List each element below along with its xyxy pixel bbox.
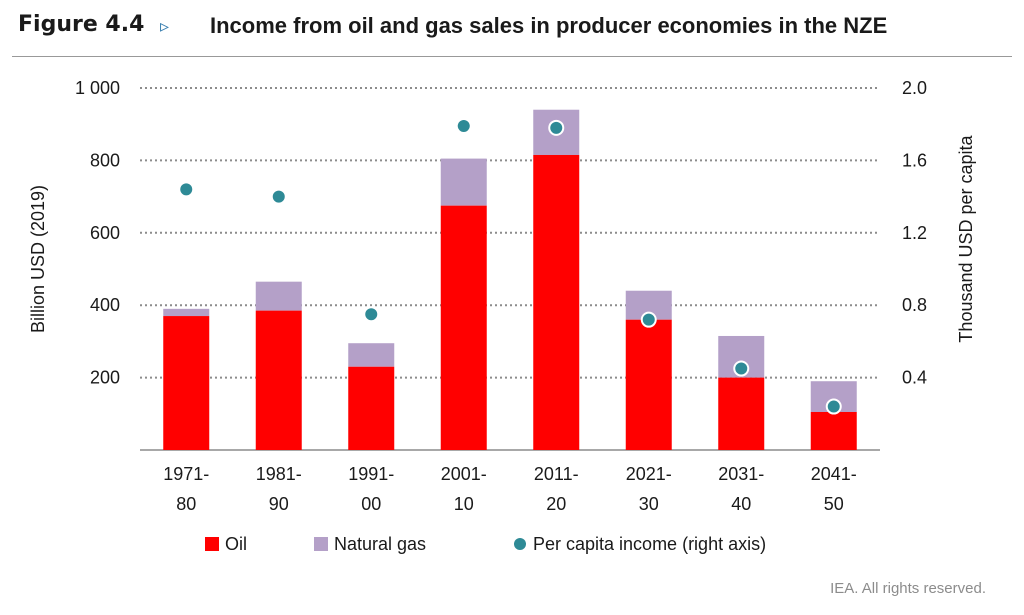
x-tick-label: 1971- — [163, 464, 209, 484]
figure-arrow-icon: ▹ — [160, 16, 170, 36]
per-capita-point — [178, 181, 195, 198]
legend-swatch-natural-gas — [314, 537, 328, 551]
x-tick-label: 2021- — [626, 464, 672, 484]
y2-tick-label: 0.4 — [902, 368, 927, 388]
bar-oil — [533, 154, 580, 450]
legend-swatch-per-capita — [514, 538, 526, 550]
x-tick-label: 1981- — [256, 464, 302, 484]
bar-oil — [718, 377, 765, 450]
figure-title: Income from oil and gas sales in produce… — [210, 13, 888, 38]
chart: 200 400 600 800 1 000 0.4 0.8 1.2 1.6 2.0 1971- 80 1… — [28, 78, 976, 554]
x-tick-label: 90 — [269, 494, 289, 514]
x-tick-label: 20 — [546, 494, 566, 514]
y-tick-label: 200 — [90, 368, 120, 388]
x-tick-label: 2041- — [811, 464, 857, 484]
bar-oil — [163, 316, 210, 450]
legend-swatch-oil — [205, 537, 219, 551]
x-tick-label: 40 — [731, 494, 751, 514]
bar-natural-gas — [163, 308, 210, 317]
x-tick-label: 2031- — [718, 464, 764, 484]
x-tick-label: 50 — [824, 494, 844, 514]
y2-tick-label: 2.0 — [902, 78, 927, 98]
y2-tick-label: 1.2 — [902, 223, 927, 243]
x-tick-label: 80 — [176, 494, 196, 514]
per-capita-point — [363, 306, 380, 323]
x-tick-label: 00 — [361, 494, 381, 514]
bar-oil — [255, 310, 302, 450]
per-capita-point — [640, 311, 657, 328]
per-capita-point — [270, 188, 287, 205]
bar-oil — [625, 319, 672, 450]
legend-label-oil: Oil — [225, 534, 247, 554]
bar-oil — [348, 366, 395, 450]
figure-header: Figure 4.4 ▹ Income from oil and gas sal… — [12, 6, 1012, 50]
per-capita-point — [455, 118, 472, 135]
y-tick-label: 400 — [90, 295, 120, 315]
bar-oil — [440, 205, 487, 450]
figure-label: Figure 4.4 — [18, 12, 145, 37]
y-tick-label: 800 — [90, 150, 120, 170]
bar-oil — [810, 411, 857, 450]
header-divider — [12, 56, 1012, 57]
bar-natural-gas — [348, 343, 395, 367]
y2-tick-label: 1.6 — [902, 150, 927, 170]
y2-axis-title: Thousand USD per capita — [956, 134, 976, 342]
legend-label-natural-gas: Natural gas — [334, 534, 426, 554]
x-tick-label: 2001- — [441, 464, 487, 484]
per-capita-point — [548, 119, 565, 136]
y2-tick-label: 0.8 — [902, 295, 927, 315]
bar-natural-gas — [440, 158, 487, 206]
per-capita-point — [733, 360, 750, 377]
copyright-notice: IEA. All rights reserved. — [830, 580, 986, 597]
x-tick-label: 10 — [454, 494, 474, 514]
y-tick-label: 600 — [90, 223, 120, 243]
x-tick-label: 2011- — [534, 464, 579, 484]
bar-natural-gas — [255, 281, 302, 311]
per-capita-point — [825, 398, 842, 415]
y-axis-title: Billion USD (2019) — [28, 185, 48, 333]
legend-label-per-capita: Per capita income (right axis) — [533, 534, 766, 554]
x-tick-label: 1991- — [348, 464, 394, 484]
x-tick-label: 30 — [639, 494, 659, 514]
y-tick-label: 1 000 — [75, 78, 120, 98]
